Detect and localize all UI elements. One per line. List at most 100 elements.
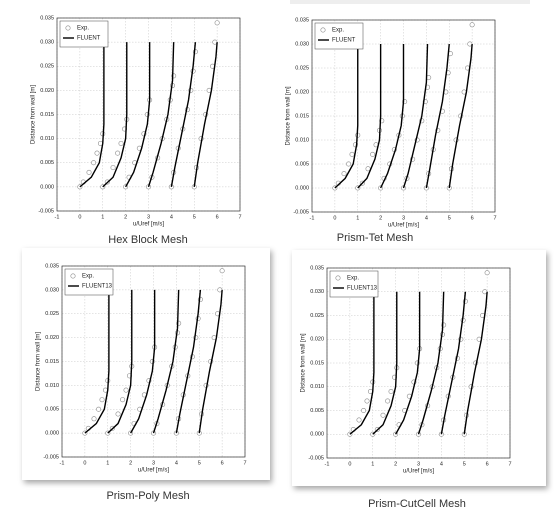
exp-point — [469, 22, 475, 28]
legend-label: FLUENT13 — [82, 284, 113, 290]
legend-label: Exp. — [82, 274, 94, 280]
legend-marker — [335, 275, 341, 281]
exp-point — [118, 140, 124, 146]
x-axis-label: u/Uref [m/s] — [403, 469, 434, 475]
model-line — [152, 289, 180, 434]
x-tick-label: 6 — [471, 215, 474, 221]
legend-label: Exp. — [332, 28, 344, 34]
exp-point — [484, 270, 490, 276]
y-tick-label: -0.005 — [38, 208, 54, 214]
y-tick-label: 0.035 — [45, 263, 59, 269]
y-tick-label: 0.030 — [40, 40, 54, 46]
y-tick-label: 0.025 — [45, 311, 59, 317]
x-tick-label: 2 — [394, 461, 397, 467]
model-line — [170, 42, 197, 188]
exp-point — [356, 417, 362, 423]
y-tick-label: 0.005 — [295, 161, 309, 167]
legend-marker — [320, 27, 326, 33]
exp-point — [115, 150, 121, 156]
y-tick-label: 0.010 — [295, 137, 309, 143]
y-tick-label: 0.035 — [310, 265, 324, 271]
y-tick-label: 0.010 — [40, 136, 54, 142]
x-tick-label: 5 — [193, 214, 196, 220]
panel-caption: Hex Block Mesh — [108, 234, 187, 246]
exp-point — [349, 151, 355, 157]
model-line — [379, 44, 405, 189]
y-tick-label: 0.020 — [40, 88, 54, 94]
exp-point — [385, 398, 391, 404]
x-tick-label: 7 — [238, 214, 241, 220]
legend-label: FLUENT — [332, 38, 356, 44]
model-line — [395, 291, 421, 435]
legend-box — [329, 270, 379, 298]
x-tick-label: -1 — [55, 214, 60, 220]
model-line — [417, 291, 445, 435]
axes-frame — [56, 17, 241, 212]
y-tick-label: 0.005 — [45, 407, 59, 413]
legend-label: Exp. — [347, 276, 359, 282]
exp-point — [91, 160, 97, 166]
axes-frame — [61, 265, 246, 458]
model-line — [349, 291, 375, 435]
model-line — [147, 42, 175, 188]
x-tick-label: 7 — [493, 215, 496, 221]
x-tick-label: 6 — [486, 461, 489, 467]
model-line — [107, 289, 133, 434]
plot: -1 0 1 2 3 4 5 6 7 -0.005 0.000 0.005 0.010 0.015 0.02… — [36, 263, 247, 501]
y-tick-label: 0.005 — [310, 408, 324, 414]
model-line — [372, 291, 398, 435]
x-tick-label: 2 — [129, 460, 132, 466]
model-line — [357, 44, 382, 189]
x-tick-label: 5 — [198, 460, 201, 466]
x-tick-label: 0 — [83, 460, 86, 466]
model-line — [402, 43, 429, 189]
y-tick-label: 0.015 — [45, 359, 59, 365]
x-tick-label: -1 — [310, 215, 315, 221]
x-tick-label: 5 — [448, 215, 451, 221]
y-tick-label: -0.005 — [293, 209, 309, 215]
y-tick-label: 0.025 — [40, 64, 54, 70]
x-tick-label: 1 — [356, 215, 359, 221]
model-line — [130, 289, 156, 434]
x-tick-label: 4 — [440, 461, 443, 467]
y-tick-label: 0.020 — [310, 337, 324, 343]
exp-point — [115, 411, 121, 417]
legend-box — [64, 268, 114, 296]
x-tick-label: 1 — [101, 214, 104, 220]
exp-point — [346, 161, 352, 167]
exp-point — [361, 407, 367, 413]
exp-point — [96, 406, 102, 412]
exp-point — [94, 150, 100, 156]
legend-label: Exp. — [77, 26, 89, 32]
y-tick-label: 0.005 — [40, 160, 54, 166]
x-tick-label: 4 — [425, 215, 428, 221]
y-axis-label: Distance from wall [m] — [31, 85, 37, 144]
plot: -1 0 1 2 3 4 5 6 7 -0.005 0.000 0.005 0.010 0.015 0.02… — [31, 15, 242, 245]
legend-box — [59, 20, 109, 48]
model-line — [448, 43, 473, 189]
exp-point — [123, 387, 129, 393]
x-tick-label: 7 — [243, 460, 246, 466]
x-axis-label: u/Uref [m/s] — [138, 468, 169, 474]
x-tick-label: 0 — [78, 214, 81, 220]
y-tick-label: 0.020 — [45, 335, 59, 341]
y-axis-label: Distance from wall [m] — [301, 333, 307, 392]
axes-frame — [326, 267, 511, 459]
y-tick-label: 0.000 — [45, 431, 59, 437]
exp-point — [120, 397, 126, 403]
x-tick-label: 3 — [147, 214, 150, 220]
panel-caption: Prism-Poly Mesh — [106, 490, 189, 502]
x-tick-label: -1 — [60, 460, 65, 466]
x-axis-label: u/Uref [m/s] — [133, 222, 164, 228]
y-tick-label: -0.005 — [308, 455, 324, 461]
model-line — [463, 291, 488, 435]
y-tick-label: 0.015 — [295, 113, 309, 119]
model-line — [193, 42, 218, 187]
y-tick-label: 0.000 — [40, 184, 54, 190]
x-tick-label: 0 — [333, 215, 336, 221]
x-tick-label: 5 — [463, 461, 466, 467]
legend-box — [314, 22, 364, 50]
exp-point — [219, 268, 225, 274]
y-tick-label: 0.035 — [40, 15, 54, 21]
